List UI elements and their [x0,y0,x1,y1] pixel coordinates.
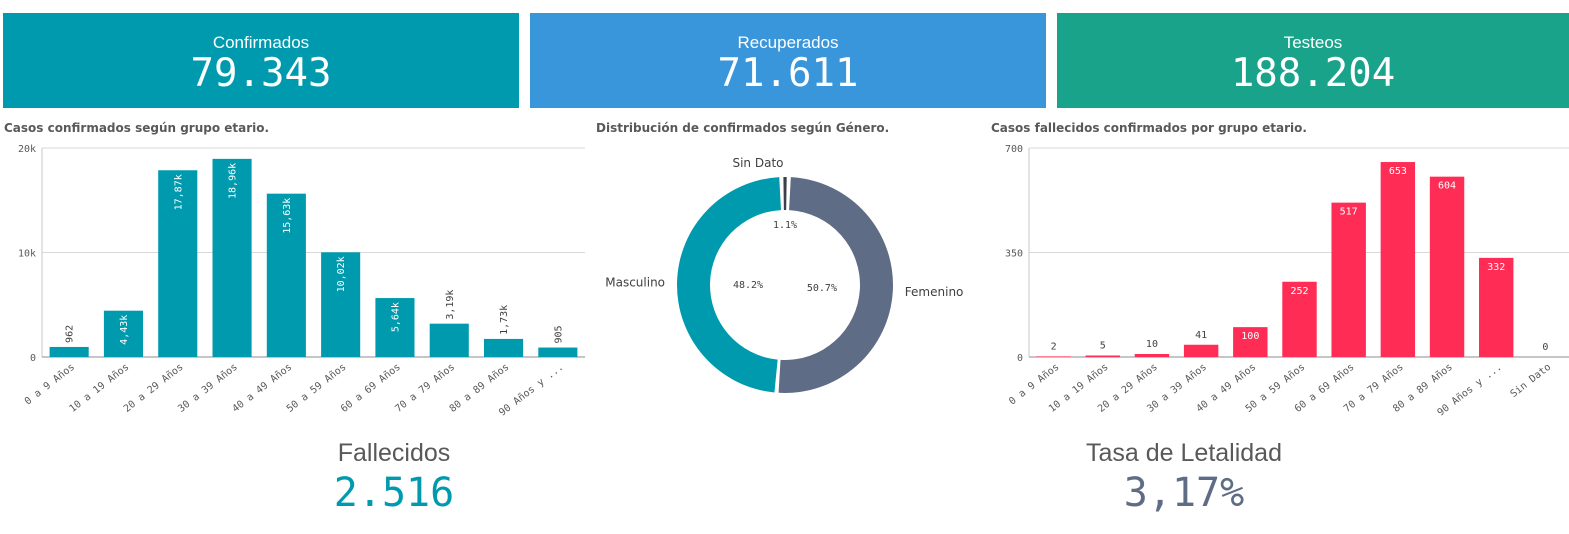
data-label: 41 [1195,330,1207,341]
data-label: 252 [1290,286,1308,297]
kpi-recuperados-value: 71.611 [717,51,859,96]
bar[interactable] [266,193,306,357]
kpi-testeos: Testeos 188.204 [1057,13,1569,108]
y-tick-label: 0 [1017,353,1023,364]
bar[interactable] [1380,162,1416,357]
x-tick-label: Sin Dato [1509,362,1554,400]
chart-title-genero: Distribución de confirmados según Género… [596,121,890,135]
data-label: 17,87k [173,174,184,210]
data-label: 10 [1146,339,1158,350]
bar[interactable] [1429,176,1465,357]
data-label: 653 [1389,166,1407,177]
data-label: 0 [1542,342,1548,353]
bar[interactable] [1036,356,1071,357]
bar[interactable] [375,298,415,357]
chart-title-fallecidos-edad: Casos fallecidos confirmados por grupo e… [991,121,1307,135]
data-label: 2 [1051,341,1057,352]
kpi-confirmados-value: 79.343 [190,51,332,96]
kpi-fallecidos-label: Fallecidos [337,439,451,467]
bar[interactable] [1085,355,1120,357]
data-label: 15,63k [282,198,293,234]
donut-chart-genero[interactable]: 50.7% Femenino 48.2% Masculino 1.1% Sin Dato [590,140,985,410]
bar[interactable] [1233,327,1268,357]
slice-category-label: Femenino [905,285,964,299]
kpi-recuperados: Recuperados 71.611 [530,13,1046,108]
data-label: 604 [1438,181,1456,192]
y-tick-label: 10k [18,249,36,260]
bar[interactable] [212,158,252,357]
data-label: 905 [553,325,564,343]
bar[interactable] [158,170,198,357]
bar[interactable] [1479,257,1514,357]
y-tick-label: 20k [18,144,36,155]
bar[interactable] [1331,202,1366,357]
data-label: 332 [1487,262,1505,273]
bar[interactable] [1282,281,1317,357]
kpi-letalidad-label: Tasa de Letalidad [1086,439,1282,467]
bar[interactable] [103,310,143,357]
data-label: 10,02k [336,256,347,292]
slice-value-label: 50.7% [807,283,837,294]
bar[interactable] [1134,354,1170,357]
bar[interactable] [49,346,89,357]
slice-category-label: Sin Dato [732,156,783,170]
data-label: 3,19k [445,290,456,320]
bar[interactable] [429,323,469,357]
bar[interactable] [538,347,578,357]
data-label: 4,43k [119,315,130,345]
kpi-letalidad-value: 3,17% [1123,470,1245,516]
pie-slice[interactable] [778,177,893,393]
x-tick-label: 0 a 9 Años [23,362,77,408]
kpi-recuperados-label: Recuperados [737,33,839,52]
data-label: 18,96k [228,163,239,199]
data-label: 1,73k [499,305,510,335]
bar[interactable] [484,338,524,357]
kpi-testeos-value: 188.204 [1230,51,1396,96]
pie-slice[interactable] [676,177,781,393]
kpi-testeos-label: Testeos [1283,33,1343,52]
slice-category-label: Masculino [605,275,665,289]
y-tick-label: 0 [30,353,36,364]
y-tick-label: 350 [1005,249,1023,260]
data-label: 5,64k [390,302,401,332]
kpi-fallecidos-value: 2.516 [333,470,455,516]
data-label: 5 [1100,341,1106,352]
slice-value-label: 1.1% [773,220,797,231]
pie-slice[interactable] [783,177,787,211]
data-label: 517 [1340,207,1358,218]
bar[interactable] [1183,344,1219,357]
kpi-letalidad: Tasa de Letalidad 3,17% [1034,438,1334,518]
kpi-fallecidos: Fallecidos 2.516 [244,438,544,518]
bar[interactable] [321,252,361,357]
kpi-confirmados: Confirmados 79.343 [3,13,519,108]
data-label: 962 [65,325,76,343]
chart-title-confirmados-edad: Casos confirmados según grupo etario. [4,121,270,135]
data-label: 100 [1241,331,1259,342]
slice-value-label: 48.2% [733,280,763,291]
y-tick-label: 700 [1005,144,1023,155]
kpi-confirmados-label: Confirmados [212,33,310,52]
